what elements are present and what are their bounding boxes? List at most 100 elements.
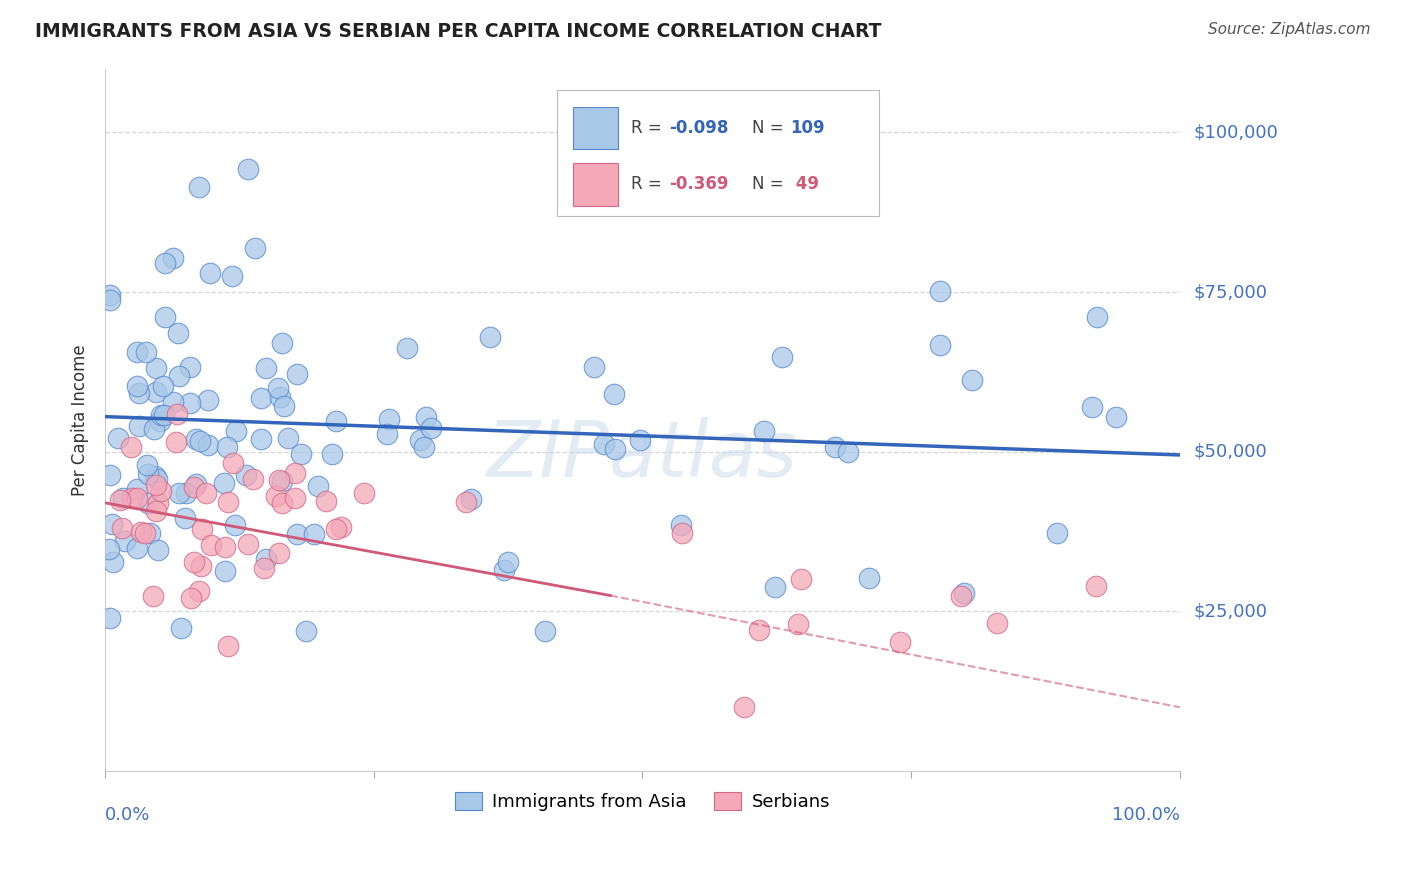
Point — [254, 552, 277, 566]
Point — [236, 537, 259, 551]
Point — [128, 386, 150, 401]
Point — [153, 408, 176, 422]
Point — [98, 288, 121, 302]
Text: $75,000: $75,000 — [1194, 283, 1268, 301]
Point — [747, 623, 769, 637]
Point — [188, 434, 211, 449]
Point — [179, 396, 201, 410]
Point — [765, 581, 787, 595]
Point — [173, 511, 195, 525]
Point — [195, 485, 218, 500]
Text: Source: ZipAtlas.com: Source: ZipAtlas.com — [1208, 22, 1371, 37]
Text: IMMIGRANTS FROM ASIA VS SERBIAN PER CAPITA INCOME CORRELATION CHART: IMMIGRANTS FROM ASIA VS SERBIAN PER CAPI… — [35, 22, 882, 41]
Text: 0.0%: 0.0% — [105, 806, 150, 824]
Text: N =: N = — [752, 120, 789, 137]
Point — [1046, 525, 1069, 540]
Point — [325, 414, 347, 428]
Point — [214, 541, 236, 555]
Point — [353, 486, 375, 500]
Point — [492, 563, 515, 577]
Point — [236, 162, 259, 177]
Point — [254, 361, 277, 376]
Point — [1085, 310, 1108, 325]
Text: $100,000: $100,000 — [1194, 123, 1278, 142]
Point — [953, 586, 976, 600]
Point — [267, 473, 290, 487]
Point — [179, 359, 201, 374]
Point — [184, 477, 207, 491]
Point — [146, 473, 169, 487]
Text: R =: R = — [631, 176, 666, 194]
Point — [787, 617, 810, 632]
Point — [149, 414, 172, 428]
Text: -0.098: -0.098 — [669, 120, 728, 137]
Point — [837, 444, 859, 458]
Point — [395, 341, 418, 355]
Point — [325, 522, 347, 536]
Point — [986, 615, 1008, 630]
Point — [107, 432, 129, 446]
Point — [285, 526, 308, 541]
Point — [212, 475, 235, 490]
Point — [134, 526, 156, 541]
Point — [858, 571, 880, 585]
Point — [167, 368, 190, 383]
Point — [146, 543, 169, 558]
Point — [155, 255, 177, 269]
Text: $50,000: $50,000 — [1194, 442, 1267, 461]
Point — [733, 700, 755, 714]
Point — [284, 466, 307, 480]
Point — [136, 467, 159, 481]
Point — [479, 330, 502, 344]
FancyBboxPatch shape — [557, 89, 879, 216]
Point — [197, 438, 219, 452]
Text: R =: R = — [631, 120, 666, 137]
Point — [146, 496, 169, 510]
Point — [170, 621, 193, 635]
Point — [98, 611, 121, 625]
Point — [304, 526, 326, 541]
Legend: Immigrants from Asia, Serbians: Immigrants from Asia, Serbians — [447, 785, 838, 818]
Point — [190, 558, 212, 573]
Point — [184, 432, 207, 446]
Point — [669, 518, 692, 533]
Point — [271, 496, 294, 510]
Point — [285, 368, 308, 382]
Point — [330, 520, 353, 534]
Point — [149, 483, 172, 498]
Point — [264, 489, 287, 503]
Point — [188, 584, 211, 599]
Point — [456, 495, 478, 509]
Point — [307, 479, 329, 493]
Point — [127, 541, 149, 555]
Point — [217, 494, 239, 508]
Point — [112, 491, 135, 505]
Point — [605, 442, 627, 457]
Point — [671, 525, 693, 540]
Point — [217, 639, 239, 653]
Point — [155, 310, 177, 325]
Point — [315, 493, 337, 508]
Point — [166, 407, 188, 421]
Point — [188, 180, 211, 194]
Point — [97, 541, 120, 556]
Point — [129, 524, 152, 539]
Point — [929, 338, 952, 352]
Point — [496, 555, 519, 569]
Point — [145, 503, 167, 517]
Point — [162, 251, 184, 265]
Point — [145, 468, 167, 483]
Point — [98, 467, 121, 482]
Point — [1084, 579, 1107, 593]
Point — [197, 393, 219, 408]
Point — [125, 482, 148, 496]
Point — [101, 555, 124, 569]
Point — [245, 241, 267, 255]
Point — [277, 432, 299, 446]
Point — [120, 440, 142, 454]
Point — [191, 522, 214, 536]
Point — [754, 424, 776, 438]
Point — [413, 440, 436, 454]
Point — [225, 424, 247, 438]
Point — [375, 427, 398, 442]
